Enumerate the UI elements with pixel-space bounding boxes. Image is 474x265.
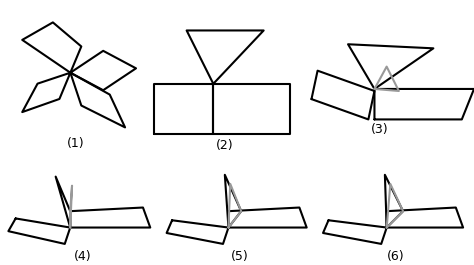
Text: (3): (3) xyxy=(371,123,389,136)
Text: (6): (6) xyxy=(387,250,405,263)
Text: (5): (5) xyxy=(230,250,248,263)
Text: (1): (1) xyxy=(67,137,85,150)
Text: (2): (2) xyxy=(216,139,234,152)
Text: (4): (4) xyxy=(74,250,92,263)
